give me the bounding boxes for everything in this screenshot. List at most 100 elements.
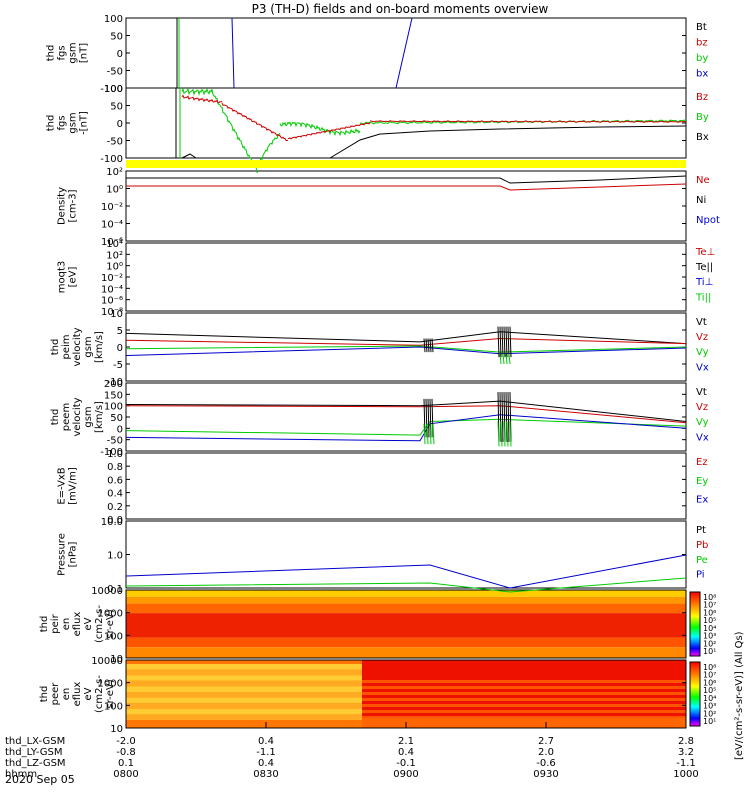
spectrogram-band xyxy=(126,590,686,597)
y-axis-label-line: velocity xyxy=(72,327,83,366)
spectrogram-band xyxy=(362,686,686,689)
legend-vt: Vt xyxy=(696,317,707,328)
panel-frame xyxy=(125,170,687,242)
trace-spike xyxy=(431,398,434,438)
y-tick-label: 0 xyxy=(117,424,123,435)
traces xyxy=(125,17,687,593)
y-axis-label-line: eflux xyxy=(72,682,83,707)
legend-by: By xyxy=(696,112,709,123)
y-axis-label: thd fgs gsm [nT] xyxy=(46,42,90,63)
x-axis-row-label: hhmm xyxy=(5,769,37,780)
trace-spike xyxy=(505,326,508,358)
x-tick-label: 0.1 xyxy=(118,758,134,769)
y-tick-label: -100 xyxy=(100,447,123,458)
trace-bx xyxy=(395,17,413,89)
trace-spike xyxy=(426,423,429,445)
y-axis-label: thd peem velocity gsm [km/s] xyxy=(50,397,105,436)
x-axis-row-label: thd_LY-GSM xyxy=(5,747,62,758)
y-tick-label: 10² xyxy=(106,167,123,178)
y-tick-label: 1000 xyxy=(98,679,123,690)
trace-by xyxy=(211,89,258,173)
trace-bx xyxy=(181,153,197,159)
trace-ni xyxy=(126,175,687,184)
trace-vt xyxy=(125,400,687,422)
y-axis-label-line: gsm xyxy=(83,406,94,427)
x-axis-row-label: thd_LX-GSM xyxy=(5,736,65,747)
colorbar-tick-label: 10¹ xyxy=(703,717,716,726)
trace-spike xyxy=(501,326,504,358)
trace-spike xyxy=(506,421,509,447)
y-axis-label: thd fgs gsm -[nT] xyxy=(46,111,90,135)
legend-ez: Ez xyxy=(696,457,708,468)
legend-ey: Ey xyxy=(696,476,708,487)
y-tick-label: 0 xyxy=(117,343,123,354)
legend-pt: Pt xyxy=(696,525,706,536)
legend-bx: bx xyxy=(696,69,708,80)
legend-vz: Vz xyxy=(696,402,708,413)
trace-spike xyxy=(505,353,508,365)
colorbar-tick-label: 10⁴ xyxy=(703,624,716,633)
y-axis-label-line: -[nT] xyxy=(79,111,90,135)
panel-7: 10.0 1.0 0.1 Pressure [nPa] Pt Pb Pe Pi xyxy=(57,517,709,595)
legend-pe: Pe xyxy=(696,555,708,566)
y-tick-label: 50 xyxy=(110,32,123,43)
y-axis-label-line: gsm xyxy=(68,42,79,63)
y-tick-label: 10000 xyxy=(91,586,123,597)
y-axis-label-line: [nPa] xyxy=(68,541,79,567)
trace-spike xyxy=(431,338,434,353)
spectrogram-band xyxy=(362,710,686,713)
x-tick-label: 0.4 xyxy=(258,736,274,747)
y-axis-label-line: moqt3 xyxy=(57,261,68,294)
trace-spike xyxy=(509,326,512,358)
legend-bt: Bt xyxy=(696,22,707,33)
y-axis-label-line: fgs xyxy=(57,45,68,60)
y-tick-label: 10⁰ xyxy=(106,185,123,196)
colorbar-tick-label: 10⁷ xyxy=(703,601,716,610)
trace-vy xyxy=(125,418,687,436)
y-tick-label: 100 xyxy=(104,84,123,95)
legend-bx: Bx xyxy=(696,132,709,143)
legend-ex: Ex xyxy=(696,495,708,506)
y-tick-label: 10.0 xyxy=(101,517,123,528)
colorbar-label: [eV/(cm²-s-sr-eV)] (All Qs) xyxy=(734,631,745,760)
y-tick-label: 10⁻² xyxy=(101,273,123,284)
trace-spike xyxy=(499,392,502,442)
y-tick-label: -50 xyxy=(107,436,123,447)
colorbar-tick-label: 10⁸ xyxy=(703,663,716,672)
y-axis-label-line: [mV/m] xyxy=(68,467,79,505)
trace-spike xyxy=(425,338,428,353)
y-tick-label: 0.6 xyxy=(107,475,123,486)
trace-bz xyxy=(181,94,223,104)
legend-vy: Vy xyxy=(696,417,709,428)
y-tick-label: 10⁻⁶ xyxy=(101,237,123,248)
y-tick-label: 10 xyxy=(110,724,123,735)
colorbar-tick-label: 10² xyxy=(703,639,716,648)
legend-pi: Pi xyxy=(696,570,705,581)
x-tick-label: 2.1 xyxy=(398,736,414,747)
trace-spike xyxy=(503,421,506,447)
y-axis-label: thd peim velocity gsm [km/s] xyxy=(50,327,105,366)
spectrogram-band xyxy=(126,692,362,698)
x-tick-label: -0.1 xyxy=(396,758,416,769)
spectrogram-band xyxy=(126,664,362,670)
y-axis-label-line: [nT] xyxy=(79,43,90,63)
legend-vt: Vt xyxy=(696,387,707,398)
spectrogram-band xyxy=(126,647,686,658)
y-tick-label: 100 xyxy=(104,14,123,25)
trace-spike xyxy=(429,423,432,445)
y-tick-label: 50 xyxy=(110,413,123,424)
y-tick-label: 1.0 xyxy=(107,449,123,460)
y-tick-label: -50 xyxy=(107,137,123,148)
colorbar-tick-label: 10⁵ xyxy=(703,686,716,695)
panel-9: 10000 1000 100 10 thd peer en eflux eV (cm2-s-sr-… xyxy=(39,656,716,735)
colorbar-tick-label: 10³ xyxy=(703,702,716,711)
trace-spike xyxy=(497,421,500,447)
y-tick-label: 10⁻⁴ xyxy=(101,220,123,231)
y-tick-label: -100 xyxy=(100,84,123,95)
trace-by xyxy=(279,121,361,137)
x-tick-label: 0800 xyxy=(113,769,138,780)
trace-spike xyxy=(508,353,511,365)
legend-pb: Pb xyxy=(696,540,708,551)
